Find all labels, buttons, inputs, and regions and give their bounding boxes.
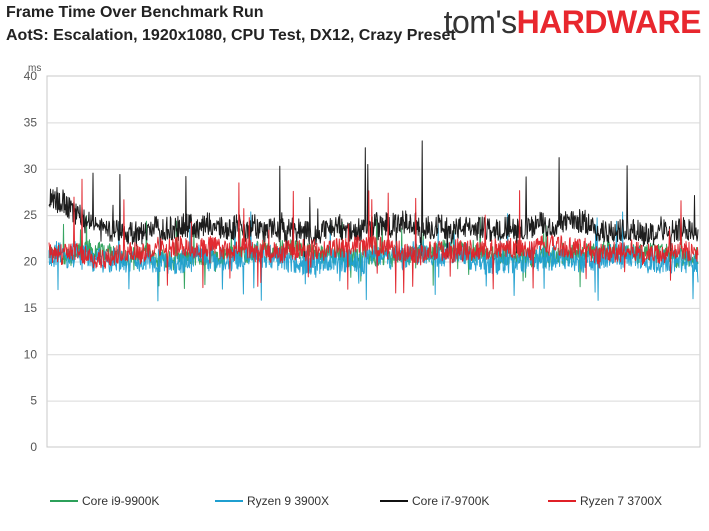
y-tick-label: 5 — [30, 394, 37, 408]
toms-hardware-logo: tom'sHARDWARE — [443, 4, 702, 41]
legend-entry: Ryzen 7 3700X — [548, 494, 662, 508]
legend-label: Ryzen 7 3700X — [580, 494, 663, 508]
y-tick-label: 10 — [24, 347, 38, 361]
y-axis-label: ms — [28, 63, 41, 74]
legend-swatch — [380, 500, 408, 502]
y-tick-label: 15 — [24, 301, 38, 315]
series-line-ryzen-7-3700x — [48, 178, 699, 294]
logo-hardware: HARDWARE — [516, 4, 702, 40]
series-line-ryzen-9-3900x — [48, 211, 699, 302]
y-tick-label: 30 — [24, 162, 38, 176]
y-tick-label: 25 — [24, 208, 38, 222]
chart-subtitle: AotS: Escalation, 1920x1080, CPU Test, D… — [6, 27, 456, 44]
legend-swatch — [548, 500, 576, 502]
y-tick-label: 40 — [24, 69, 38, 83]
legend-entry: Core i9-9900K — [50, 494, 159, 508]
chart-title: Frame Time Over Benchmark Run — [6, 4, 264, 21]
logo-toms: tom's — [443, 4, 517, 40]
legend-label: Core i9-9900K — [82, 494, 160, 508]
legend-label: Ryzen 9 3900X — [247, 494, 330, 508]
legend-entry: Ryzen 9 3900X — [215, 494, 329, 508]
y-tick-label: 20 — [24, 255, 38, 269]
legend-swatch — [215, 500, 243, 502]
y-tick-label: 0 — [30, 440, 37, 454]
legend-entry: Core i7-9700K — [380, 494, 489, 508]
legend-label: Core i7-9700K — [412, 494, 490, 508]
chart-legend: Core i9-9900K Ryzen 9 3900X Core i7-9700K R… — [0, 494, 709, 514]
y-tick-label: 35 — [24, 115, 38, 129]
legend-swatch — [50, 500, 78, 502]
series-line-core-i7-9700k — [48, 140, 699, 258]
